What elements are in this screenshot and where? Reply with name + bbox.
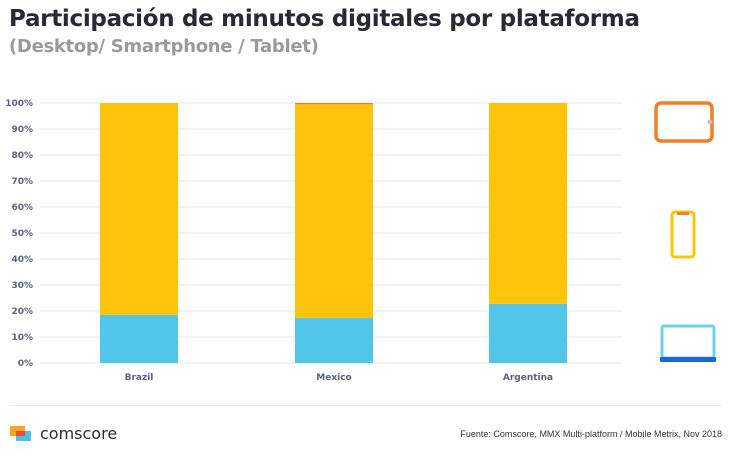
y-tick-label: 30% [11, 281, 33, 291]
bar-brazil-smartphone [100, 103, 178, 315]
logo-text: comscore [40, 424, 118, 443]
stacked-bar-chart: 0% 10% 20% 30% 40% 50% 60% 70% 80% 90% 100% Brazil… [5, 99, 622, 383]
y-tick-label: 80% [11, 151, 33, 161]
y-tick-label: 100% [5, 99, 33, 109]
y-tick-label: 10% [11, 333, 33, 343]
y-tick-label: 70% [11, 177, 33, 187]
x-axis-ticks: Brazil Mexico Argentina [125, 373, 554, 383]
y-tick-label: 90% [11, 125, 33, 135]
bar-mexico-desktop [295, 318, 373, 363]
footer-divider [10, 405, 722, 406]
source-note: Fuente: Comscore, MMX Multi-platform / M… [460, 429, 722, 439]
y-tick-label: 0% [18, 359, 33, 369]
y-tick-label: 50% [11, 229, 33, 239]
bar-mexico-smartphone [295, 104, 373, 319]
y-tick-label: 40% [11, 255, 33, 265]
smartphone-icon [670, 210, 696, 259]
x-tick-label: Argentina [503, 373, 553, 383]
x-tick-label: Brazil [125, 373, 154, 383]
x-tick-label: Mexico [316, 373, 351, 383]
comscore-logo-icon [10, 425, 32, 442]
comscore-logo: comscore [10, 424, 117, 443]
bar-mexico-tablet [295, 103, 373, 105]
laptop-icon [660, 324, 716, 362]
chart-subtitle: (Desktop/ Smartphone / Tablet) [9, 36, 319, 57]
bar-argentina-desktop [489, 303, 567, 363]
bar-brazil-desktop [100, 314, 178, 363]
chart-title: Participación de minutos digitales por p… [9, 6, 640, 32]
y-axis-ticks: 0% 10% 20% 30% 40% 50% 60% 70% 80% 90% 100% [5, 99, 33, 369]
bar-argentina-smartphone [489, 103, 567, 304]
y-tick-label: 20% [11, 307, 33, 317]
bars [100, 103, 567, 363]
y-tick-label: 60% [11, 203, 33, 213]
tablet-icon [654, 101, 714, 143]
